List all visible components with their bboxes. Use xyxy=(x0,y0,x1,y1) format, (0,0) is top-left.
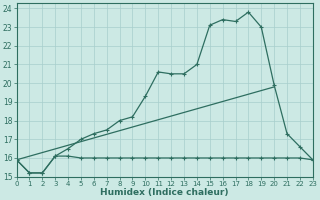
X-axis label: Humidex (Indice chaleur): Humidex (Indice chaleur) xyxy=(100,188,229,197)
